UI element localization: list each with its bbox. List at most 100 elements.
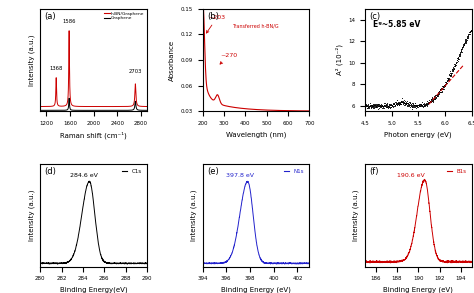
Point [371, 102, 378, 107]
Point [390, 102, 397, 106]
Point [464, 33, 472, 38]
Point [398, 95, 406, 100]
Point [464, 36, 472, 40]
Point [405, 101, 413, 106]
Point [371, 102, 378, 107]
Point [434, 92, 441, 97]
Point [419, 104, 427, 109]
Point [366, 104, 374, 109]
Point [414, 102, 422, 107]
Point [459, 44, 466, 49]
Point [371, 103, 378, 107]
Point [451, 63, 459, 68]
Point [447, 71, 455, 76]
Point [379, 104, 387, 109]
Point [368, 106, 375, 110]
Point [419, 104, 427, 109]
Point [464, 34, 471, 39]
Point [378, 103, 386, 108]
Point [382, 103, 389, 108]
Point [416, 103, 424, 108]
Point [434, 93, 441, 97]
Point [411, 101, 419, 106]
Point [381, 103, 388, 108]
Point [441, 83, 449, 88]
Point [377, 102, 385, 107]
Point [427, 98, 435, 103]
Point [466, 31, 474, 36]
Point [404, 100, 411, 105]
Point [376, 104, 383, 109]
Point [411, 102, 419, 107]
Point [362, 102, 370, 107]
Point [376, 104, 383, 109]
Point [374, 101, 381, 106]
Point [436, 89, 444, 94]
Point [383, 102, 390, 107]
Point [374, 103, 381, 108]
Point [370, 103, 378, 108]
Point [431, 97, 438, 102]
Point [380, 101, 388, 105]
Point [364, 106, 371, 110]
Point [381, 106, 388, 110]
Point [393, 103, 401, 107]
Point [404, 101, 412, 105]
Point [383, 105, 391, 109]
Point [373, 102, 380, 107]
Point [381, 103, 389, 108]
Legend: h-BN/Graphene, Graphene: h-BN/Graphene, Graphene [104, 11, 145, 21]
Point [367, 105, 375, 110]
Point [428, 95, 436, 99]
Point [425, 100, 432, 105]
Point [426, 99, 434, 103]
Point [418, 103, 425, 107]
Point [386, 105, 394, 110]
Point [382, 104, 389, 108]
Point [413, 102, 421, 107]
Point [403, 101, 411, 106]
Point [365, 103, 373, 108]
Point [402, 101, 410, 105]
Point [458, 45, 465, 50]
Point [466, 29, 474, 33]
Point [409, 103, 417, 108]
Point [458, 50, 465, 54]
Point [368, 105, 375, 110]
Point [438, 86, 446, 90]
X-axis label: Binding Energy(eV): Binding Energy(eV) [60, 287, 128, 293]
Point [429, 98, 437, 103]
Point [373, 102, 381, 107]
Point [405, 103, 412, 107]
Point [433, 94, 441, 98]
Point [465, 32, 473, 37]
Point [446, 73, 454, 77]
Point [412, 103, 420, 107]
Point [433, 93, 440, 98]
Point [462, 40, 470, 45]
Point [414, 102, 421, 107]
Point [432, 97, 439, 101]
Point [457, 50, 465, 54]
Point [465, 33, 472, 38]
Point [450, 67, 457, 71]
Point [387, 102, 394, 107]
Point [408, 104, 416, 109]
Point [462, 39, 469, 44]
Point [403, 100, 410, 105]
Point [368, 103, 375, 108]
Point [423, 103, 430, 108]
Point [411, 103, 419, 108]
Point [457, 47, 465, 52]
Point [450, 64, 458, 68]
Text: (c): (c) [369, 12, 380, 21]
Point [365, 104, 373, 108]
Point [450, 66, 457, 71]
Point [365, 105, 372, 110]
Point [439, 87, 447, 92]
Point [407, 101, 414, 105]
Point [430, 97, 438, 101]
Point [413, 103, 420, 108]
Point [379, 105, 386, 110]
Point [429, 98, 437, 103]
